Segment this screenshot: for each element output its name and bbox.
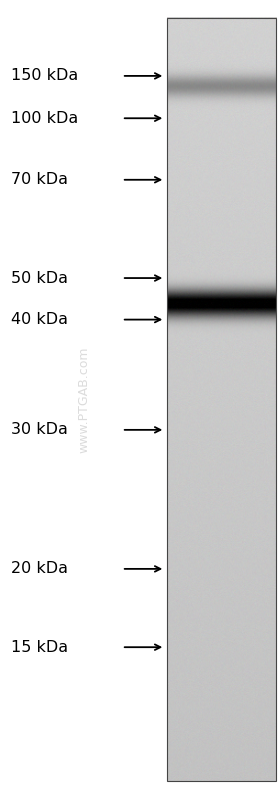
Text: 40 kDa: 40 kDa bbox=[11, 312, 68, 327]
Text: 150 kDa: 150 kDa bbox=[11, 69, 78, 83]
Text: 20 kDa: 20 kDa bbox=[11, 562, 68, 576]
Text: www.PTGAB.com: www.PTGAB.com bbox=[78, 346, 90, 453]
Text: 50 kDa: 50 kDa bbox=[11, 271, 68, 285]
Text: 30 kDa: 30 kDa bbox=[11, 423, 68, 437]
Text: 15 kDa: 15 kDa bbox=[11, 640, 68, 654]
Text: 70 kDa: 70 kDa bbox=[11, 173, 68, 187]
Bar bbox=[167, 18, 276, 781]
Text: 100 kDa: 100 kDa bbox=[11, 111, 78, 125]
